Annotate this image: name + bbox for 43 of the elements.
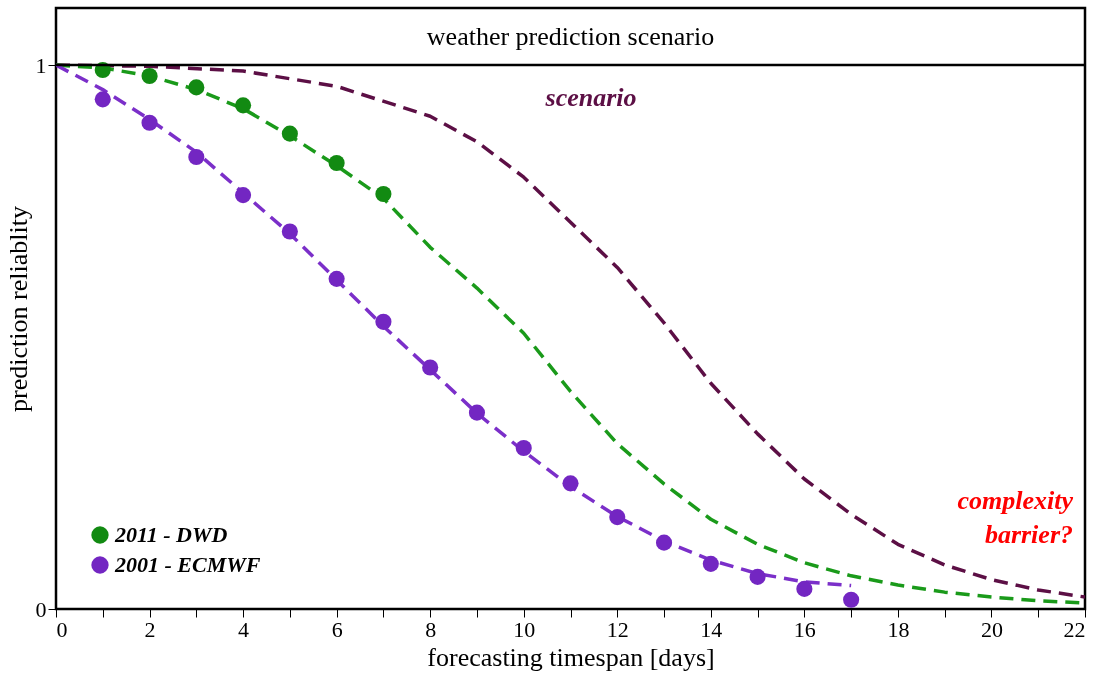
x-tick-label: 18 <box>887 616 910 642</box>
point <box>749 568 766 585</box>
point <box>188 79 205 96</box>
x-tick-label: 14 <box>700 616 723 642</box>
y-tick-label: 1 <box>35 52 47 78</box>
point <box>562 475 579 492</box>
point <box>422 359 439 376</box>
point <box>375 185 392 203</box>
text: weather prediction scenario <box>426 21 715 51</box>
y-axis-title: prediction reliablity <box>3 206 33 412</box>
point <box>609 509 626 526</box>
x-tick-label: 16 <box>793 616 816 642</box>
point <box>843 591 860 608</box>
point <box>375 313 392 330</box>
x-tick-label: 8 <box>425 616 437 642</box>
point <box>468 404 486 421</box>
x-tick-label: 22 <box>1063 616 1086 642</box>
x-tick-label: 12 <box>606 616 629 642</box>
x-tick-label: 2 <box>144 616 156 642</box>
annotation: scenario <box>544 83 637 113</box>
point <box>235 97 252 114</box>
point <box>702 555 719 572</box>
point <box>94 91 111 108</box>
x-axis-title: forecasting timespan [days] <box>427 642 715 672</box>
x-tick-label: 10 <box>513 616 536 642</box>
x-tick-label: 4 <box>238 616 250 642</box>
point <box>141 67 158 85</box>
point <box>328 154 345 172</box>
point <box>515 439 532 457</box>
x-tick-label: 0 <box>56 616 68 642</box>
legend-label: 2011 - DWD <box>114 522 228 547</box>
annotation: complexity barrier? <box>957 485 1074 549</box>
point <box>235 187 252 204</box>
legend-label: 2001 - ECMWF <box>114 552 261 577</box>
point <box>796 580 813 597</box>
point <box>281 223 298 240</box>
x-tick-label: 20 <box>980 616 1003 642</box>
point <box>328 270 345 287</box>
point <box>188 148 205 166</box>
x-tick-label: 6 <box>331 616 343 642</box>
point <box>141 114 158 131</box>
point <box>655 534 673 551</box>
point <box>281 125 298 142</box>
